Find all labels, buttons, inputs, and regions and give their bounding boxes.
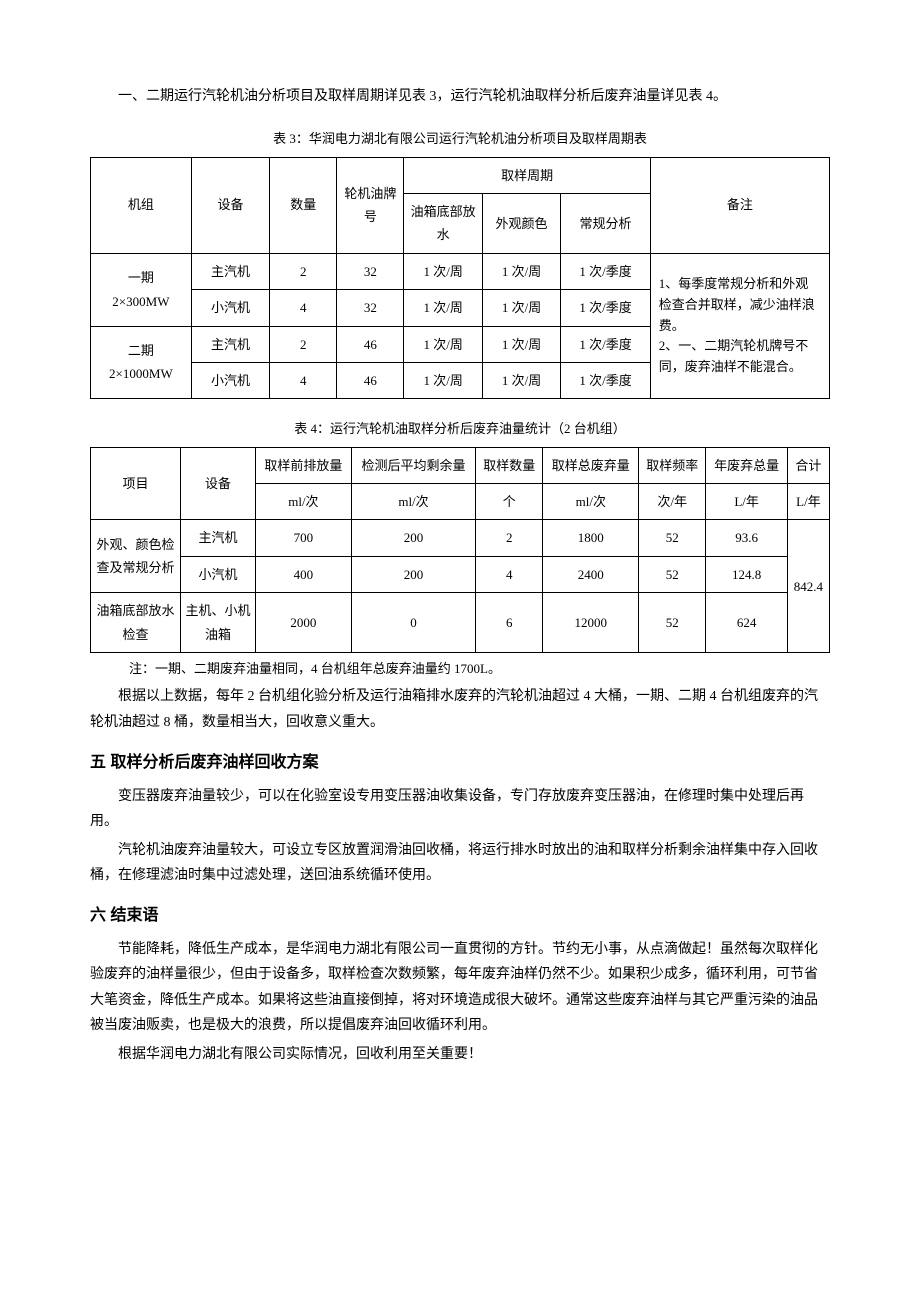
t4-cell: 1800 — [543, 520, 639, 556]
t3-cell: 46 — [337, 326, 404, 362]
t4-u-freq: 次/年 — [639, 484, 706, 520]
t4-h-item: 项目 — [91, 447, 181, 520]
t4-u-pre: ml/次 — [256, 484, 352, 520]
t3-h-equip: 设备 — [191, 157, 269, 253]
t3-unit: 一期 2×300MW — [91, 253, 192, 326]
t4-cell: 52 — [639, 593, 706, 653]
t3-cell: 1 次/季度 — [561, 362, 651, 398]
t3-h-p1: 油箱底部放水 — [404, 193, 482, 253]
t3-cell: 主汽机 — [191, 326, 269, 362]
t4-h-annual: 年废弃总量 — [706, 447, 787, 483]
t3-h-p2: 外观颜色 — [482, 193, 560, 253]
t4-h-total: 合计 — [787, 447, 829, 483]
table-row: 油箱底部放水检查 主机、小机油箱 2000 0 6 12000 52 624 — [91, 593, 830, 653]
t4-cell: 6 — [476, 593, 543, 653]
t3-cell: 1 次/周 — [482, 362, 560, 398]
t4-item: 外观、颜色检查及常规分析 — [91, 520, 181, 593]
intro-paragraph: 一、二期运行汽轮机油分析项目及取样周期详见表 3，运行汽轮机油取样分析后废弃油量… — [90, 84, 830, 109]
section6-title: 六 结束语 — [90, 902, 830, 931]
para-after-t4: 根据以上数据，每年 2 台机组化验分析及运行油箱排水废弃的汽轮机油超过 4 大桶… — [90, 684, 830, 734]
t3-h-period: 取样周期 — [404, 157, 650, 193]
t3-cell: 4 — [270, 362, 337, 398]
t3-cell: 32 — [337, 253, 404, 289]
t3-cell: 小汽机 — [191, 362, 269, 398]
t4-cell: 主机、小机油箱 — [181, 593, 256, 653]
t4-cell: 200 — [351, 556, 475, 592]
t4-item: 油箱底部放水检查 — [91, 593, 181, 653]
t3-cell: 1 次/季度 — [561, 326, 651, 362]
t4-cell: 小汽机 — [181, 556, 256, 592]
t4-cell: 0 — [351, 593, 475, 653]
t3-cell: 1 次/周 — [404, 362, 482, 398]
t3-h-remark: 备注 — [650, 157, 829, 253]
t3-cell: 2 — [270, 326, 337, 362]
t4-cell: 624 — [706, 593, 787, 653]
section5-title: 五 取样分析后废弃油样回收方案 — [90, 749, 830, 778]
t4-cell: 12000 — [543, 593, 639, 653]
t3-cell: 4 — [270, 290, 337, 326]
t4-h-remain: 检测后平均剩余量 — [351, 447, 475, 483]
t3-cell: 32 — [337, 290, 404, 326]
t4-cell: 93.6 — [706, 520, 787, 556]
t4-cell: 主汽机 — [181, 520, 256, 556]
t4-u-count: 个 — [476, 484, 543, 520]
t4-cell: 124.8 — [706, 556, 787, 592]
table3-caption: 表 3：华润电力湖北有限公司运行汽轮机油分析项目及取样周期表 — [90, 127, 830, 150]
t4-cell: 4 — [476, 556, 543, 592]
t3-cell: 小汽机 — [191, 290, 269, 326]
t4-cell: 200 — [351, 520, 475, 556]
t4-cell: 700 — [256, 520, 352, 556]
t4-h-equip: 设备 — [181, 447, 256, 520]
t3-h-qty: 数量 — [270, 157, 337, 253]
t4-cell: 2400 — [543, 556, 639, 592]
t4-u-total: L/年 — [787, 484, 829, 520]
t3-cell: 46 — [337, 362, 404, 398]
t3-cell: 1 次/周 — [482, 326, 560, 362]
section6-p1: 节能降耗，降低生产成本，是华润电力湖北有限公司一直贯彻的方针。节约无小事，从点滴… — [90, 937, 830, 1038]
section6-p2: 根据华润电力湖北有限公司实际情况，回收利用至关重要！ — [90, 1042, 830, 1067]
section5-p1: 变压器废弃油量较少，可以在化验室设专用变压器油收集设备，专门存放废弃变压器油，在… — [90, 784, 830, 834]
t4-h-count: 取样数量 — [476, 447, 543, 483]
t4-u-remain: ml/次 — [351, 484, 475, 520]
t3-cell: 1 次/周 — [482, 290, 560, 326]
t3-cell: 1 次/周 — [404, 253, 482, 289]
t4-h-freq: 取样频率 — [639, 447, 706, 483]
t3-cell: 主汽机 — [191, 253, 269, 289]
t4-cell: 400 — [256, 556, 352, 592]
t3-cell: 1 次/周 — [404, 326, 482, 362]
t3-cell: 1 次/季度 — [561, 290, 651, 326]
t3-cell: 1 次/周 — [404, 290, 482, 326]
t3-h-p3: 常规分析 — [561, 193, 651, 253]
t4-u-disc: ml/次 — [543, 484, 639, 520]
table-row: 一期 2×300MW 主汽机 2 32 1 次/周 1 次/周 1 次/季度 1… — [91, 253, 830, 289]
table3: 机组 设备 数量 轮机油牌号 取样周期 备注 油箱底部放水 外观颜色 常规分析 … — [90, 157, 830, 400]
t3-cell: 1 次/季度 — [561, 253, 651, 289]
t4-total: 842.4 — [787, 520, 829, 653]
section5-p2: 汽轮机油废弃油量较大，可设立专区放置润滑油回收桶，将运行排水时放出的油和取样分析… — [90, 838, 830, 888]
table4-caption: 表 4：运行汽轮机油取样分析后废弃油量统计（2 台机组） — [90, 417, 830, 440]
t4-h-pre: 取样前排放量 — [256, 447, 352, 483]
t3-h-unit: 机组 — [91, 157, 192, 253]
t3-cell: 1 次/周 — [482, 253, 560, 289]
t4-cell: 52 — [639, 556, 706, 592]
t4-u-annual: L/年 — [706, 484, 787, 520]
t3-cell: 2 — [270, 253, 337, 289]
table4-note: 注：一期、二期废弃油量相同，4 台机组年总废弃油量约 1700L。 — [129, 657, 830, 680]
t3-h-brand: 轮机油牌号 — [337, 157, 404, 253]
table-row: 外观、颜色检查及常规分析 主汽机 700 200 2 1800 52 93.6 … — [91, 520, 830, 556]
table4: 项目 设备 取样前排放量 检测后平均剩余量 取样数量 取样总废弃量 取样频率 年… — [90, 447, 830, 653]
t3-remark: 1、每季度常规分析和外观检查合并取样，减少油样浪费。 2、一、二期汽轮机牌号不同… — [650, 253, 829, 399]
t3-unit: 二期 2×1000MW — [91, 326, 192, 399]
t4-cell: 52 — [639, 520, 706, 556]
t4-cell: 2 — [476, 520, 543, 556]
t4-h-disc: 取样总废弃量 — [543, 447, 639, 483]
table-row: 小汽机 400 200 4 2400 52 124.8 — [91, 556, 830, 592]
t4-cell: 2000 — [256, 593, 352, 653]
